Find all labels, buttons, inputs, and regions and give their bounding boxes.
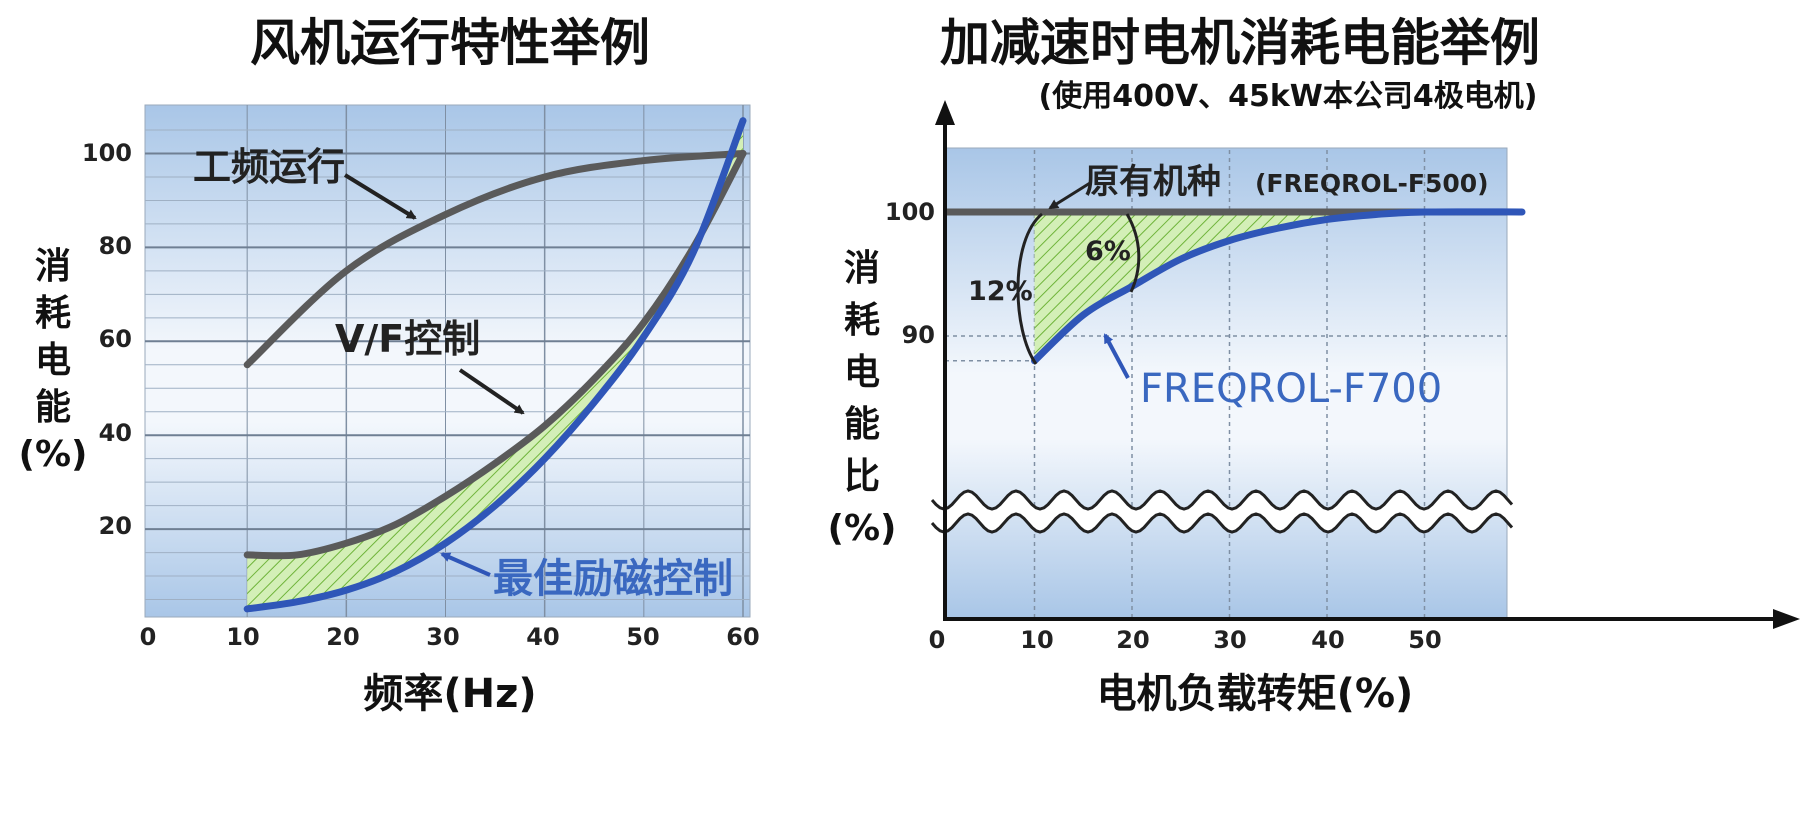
- chart2-x-tick: 10: [1020, 626, 1053, 654]
- chart2-x-tick: 50: [1408, 626, 1441, 654]
- chart2-x-ticks: 0 10 20 30 40 50: [929, 626, 1442, 654]
- chart1-y-tick: 20: [99, 512, 132, 540]
- chart1-x-axis-label: 频率(Hz): [363, 671, 536, 717]
- chart1-x-tick: 20: [326, 623, 359, 651]
- chart2-y-tick: 90: [902, 321, 935, 349]
- annotation-f500: (FREQROL-F500): [1255, 169, 1489, 198]
- annotation-arrow: [440, 552, 491, 577]
- annotation-arrow: [343, 173, 417, 220]
- chart2-y-ticks: 90 100: [885, 198, 935, 349]
- annotation-12pct: 12%: [968, 276, 1033, 307]
- annotation-optimum-excitation: 最佳励磁控制: [493, 556, 733, 602]
- annotation-vf-control: V/F控制: [335, 317, 480, 361]
- chart1-title: 风机运行特性举例: [250, 14, 650, 72]
- chart2-series: [945, 208, 1526, 365]
- chart2-x-tick: 0: [929, 626, 946, 654]
- annotation-arrow: [1048, 181, 1091, 210]
- chart1-y-tick: 80: [99, 232, 132, 260]
- chart1-y-ticks: 20 40 60 80 100: [82, 139, 132, 540]
- chart2-subtitle: (使用400V、45kW本公司4极电机): [1039, 79, 1538, 114]
- chart1-y-tick: 40: [99, 419, 132, 447]
- annotation-6pct: 6%: [1085, 236, 1131, 267]
- annotation-original-model: 原有机种: [1085, 162, 1221, 202]
- chart2-y-axis-label: 消耗电能比(%): [828, 248, 897, 549]
- chart1-x-tick: 40: [526, 623, 559, 651]
- annotation-arrow: [1103, 333, 1130, 379]
- chart2-axis-break: [930, 489, 1514, 534]
- annotation-bracket-6pct: [1125, 213, 1141, 293]
- chart1-x-tick: 50: [626, 623, 659, 651]
- annotation-f700: FREQROL-F700: [1140, 366, 1442, 412]
- series-f700: [1031, 208, 1526, 365]
- chart1-x-tick: 30: [426, 623, 459, 651]
- chart-accel-decel-power: 加减速时电机消耗电能举例 (使用400V、45kW本公司4极电机) 90 100…: [828, 14, 1800, 717]
- chart1-annotations: 工频运行 V/F控制 最佳励磁控制: [193, 145, 733, 602]
- chart1-series: [243, 117, 747, 613]
- chart2-x-tick: 40: [1311, 626, 1344, 654]
- annotation-bracket-12pct: [1016, 212, 1043, 365]
- chart2-annotations: 原有机种 (FREQROL-F500) FREQROL-F700 12% 6%: [968, 162, 1489, 412]
- chart2-gridlines: [945, 150, 1507, 617]
- chart2-title: 加减速时电机消耗电能举例: [940, 14, 1540, 72]
- chart2-x-axis-arrow: [1773, 609, 1800, 629]
- chart1-x-tick: 0: [140, 623, 157, 651]
- chart2-x-tick: 30: [1213, 626, 1246, 654]
- chart2-savings-band: [1034, 212, 1396, 361]
- chart2-y-axis-arrow: [935, 100, 955, 125]
- annotation-arrow: [458, 368, 525, 415]
- chart-fan-operation: 风机运行特性举例 20 40 60 80 100 0 10 20 30 40 5…: [19, 14, 760, 717]
- chart1-x-ticks: 0 10 20 30 40 50 60: [140, 623, 760, 651]
- chart1-savings-band: [247, 120, 743, 609]
- chart1-y-tick: 100: [82, 139, 132, 167]
- chart1-x-tick: 10: [226, 623, 259, 651]
- chart1-y-tick: 60: [99, 325, 132, 353]
- series-vf-control: [243, 150, 747, 560]
- chart1-y-axis-label: 消耗电能(%): [19, 246, 88, 475]
- chart2-x-tick: 20: [1116, 626, 1149, 654]
- annotation-line-power: 工频运行: [193, 145, 345, 189]
- series-optimum-excitation: [243, 117, 747, 613]
- chart2-x-axis-label: 电机负载转矩(%): [1097, 671, 1414, 717]
- chart1-x-tick: 60: [726, 623, 759, 651]
- chart2-y-tick: 100: [885, 198, 935, 226]
- series-line-power: [243, 150, 747, 369]
